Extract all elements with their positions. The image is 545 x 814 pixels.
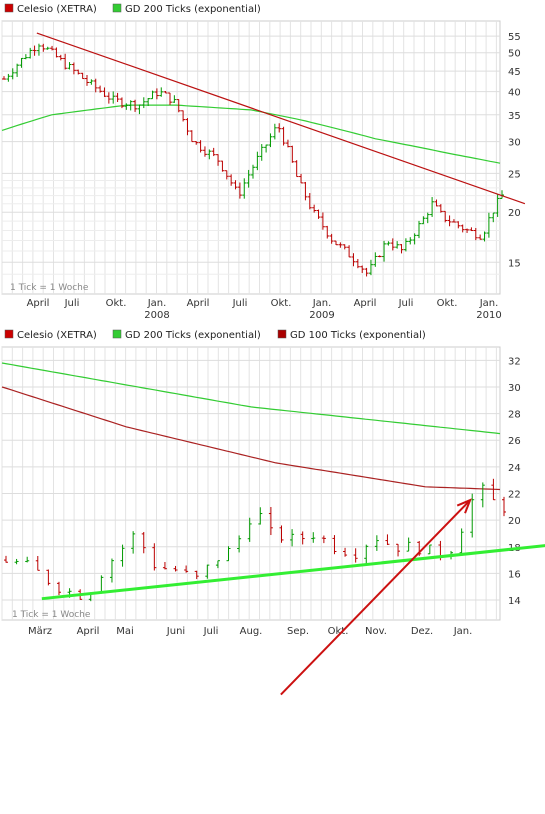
x-tick-label: April xyxy=(27,298,50,309)
x-tick-label: Dez. xyxy=(411,626,433,637)
x-tick-label: Sep. xyxy=(287,626,309,637)
legend-swatch-1 xyxy=(4,329,14,339)
annotation-arrow-head xyxy=(456,498,472,514)
y-tick-label: 28 xyxy=(508,410,521,421)
ma200-line xyxy=(1,362,501,435)
plot-area xyxy=(1,346,501,621)
x-year-label: 2008 xyxy=(144,310,169,321)
legend-label-2: GD 200 Ticks (exponential) xyxy=(125,330,261,341)
legend-label-3: GD 100 Ticks (exponential) xyxy=(290,330,426,341)
x-tick-label: Juli xyxy=(398,298,414,309)
y-tick-label: 22 xyxy=(508,489,521,500)
tick-note: 1 Tick = 1 Woche xyxy=(10,283,89,293)
x-tick-label: Okt. xyxy=(106,298,127,309)
x-tick-label: Okt. xyxy=(437,298,458,309)
y-tick-label: 50 xyxy=(508,49,521,60)
resistance-trendline xyxy=(36,32,526,205)
x-tick-label: Jan. xyxy=(453,626,473,637)
ma100-line xyxy=(1,386,501,491)
x-tick-label: Nov. xyxy=(365,626,387,637)
chart-1: Celesio (XETRA) GD 200 Ticks (exponential… xyxy=(1,3,526,321)
y-tick-label: 15 xyxy=(508,258,521,269)
y-tick-label: 40 xyxy=(508,88,521,99)
x-tick-label: Jan. xyxy=(312,298,332,309)
y-tick-label: 25 xyxy=(508,169,521,180)
y-tick-label: 35 xyxy=(508,111,521,122)
x-tick-label: Okt. xyxy=(328,626,349,637)
legend-swatch-1 xyxy=(4,3,14,13)
y-tick-label: 16 xyxy=(508,569,521,580)
legend-label-2: GD 200 Ticks (exponential) xyxy=(125,4,261,15)
y-tick-label: 55 xyxy=(508,32,521,43)
annotation-arrow xyxy=(280,499,471,696)
x-tick-label: März xyxy=(28,626,52,637)
x-tick-label: Jan. xyxy=(479,298,499,309)
y-tick-label: 32 xyxy=(508,356,521,367)
y-tick-label: 45 xyxy=(508,67,521,78)
x-tick-label: Juni xyxy=(166,626,185,637)
y-tick-label: 30 xyxy=(508,383,521,394)
legend-swatch-2 xyxy=(112,3,122,13)
x-tick-label: April xyxy=(354,298,377,309)
x-tick-label: Mai xyxy=(116,626,134,637)
chart-2: Celesio (XETRA) GD 200 Ticks (exponential… xyxy=(1,329,545,696)
plot-area xyxy=(1,20,501,295)
y-tick-label: 26 xyxy=(508,436,521,447)
support-trendline xyxy=(41,544,545,601)
y-tick-label: 20 xyxy=(508,208,521,219)
y-tick-label: 20 xyxy=(508,516,521,527)
legend-swatch-2 xyxy=(112,329,122,339)
legend-label-1: Celesio (XETRA) xyxy=(17,330,97,341)
x-tick-label: Okt. xyxy=(271,298,292,309)
y-tick-label: 14 xyxy=(508,596,521,607)
tick-note: 1 Tick = 1 Woche xyxy=(12,610,91,620)
x-tick-label: Jan. xyxy=(147,298,167,309)
x-tick-label: April xyxy=(77,626,100,637)
y-tick-label: 30 xyxy=(508,138,521,149)
legend-swatch-3 xyxy=(277,329,287,339)
legend-label-1: Celesio (XETRA) xyxy=(17,4,97,15)
x-year-label: 2009 xyxy=(309,310,334,321)
y-tick-label: 24 xyxy=(508,463,521,474)
x-tick-label: Juli xyxy=(203,626,219,637)
x-year-label: 2010 xyxy=(476,310,501,321)
x-tick-label: Juli xyxy=(64,298,80,309)
x-tick-label: Juli xyxy=(232,298,248,309)
ma200-line xyxy=(1,104,501,164)
x-tick-label: April xyxy=(187,298,210,309)
x-tick-label: Aug. xyxy=(240,626,263,637)
